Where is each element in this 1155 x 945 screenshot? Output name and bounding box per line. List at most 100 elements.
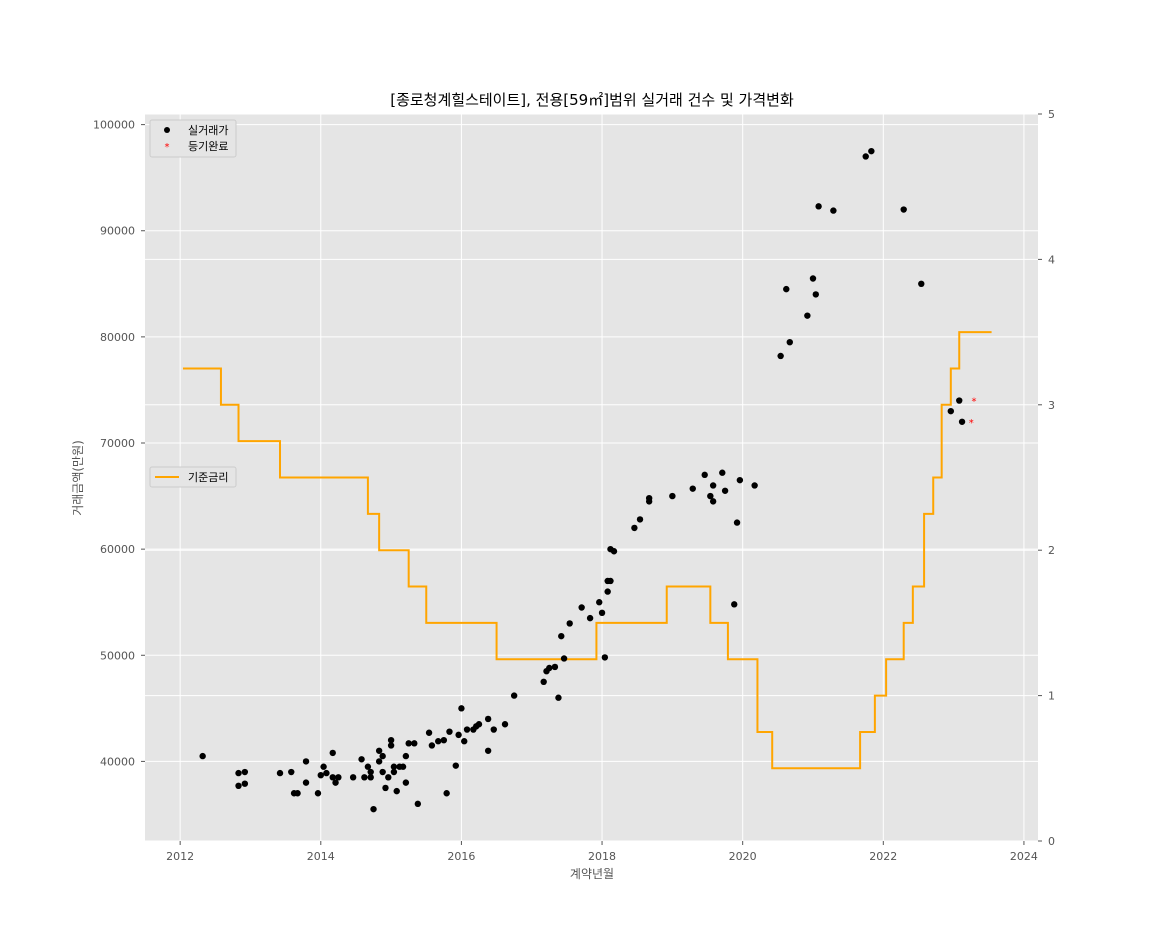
x-tick-label: 2016 [447, 850, 475, 863]
price-point [446, 728, 453, 735]
y2-tick-label: 4 [1048, 253, 1055, 266]
price-point [721, 487, 729, 494]
price-point [288, 768, 295, 776]
base-rate-step-line [182, 331, 992, 770]
price-point [812, 291, 820, 298]
price-point [199, 752, 206, 760]
price-point [701, 471, 708, 479]
price-point [719, 469, 726, 476]
price-point [463, 726, 471, 733]
price-point [405, 740, 412, 747]
plot-area [145, 114, 1038, 841]
price-point [551, 663, 559, 671]
registered-point: * [969, 418, 974, 429]
price-point [947, 407, 955, 415]
price-point [707, 492, 714, 500]
price-point [804, 312, 811, 319]
price-point [329, 774, 336, 781]
price-point [393, 787, 400, 795]
price-point [510, 692, 518, 699]
registered-point: * [972, 397, 977, 408]
legend-star-icon: * [165, 142, 170, 153]
legend-mid: 기준금리 [149, 466, 237, 488]
price-point [815, 203, 822, 210]
price-point [399, 763, 407, 770]
price-point [414, 800, 422, 808]
price-point [645, 494, 653, 502]
price-point [689, 485, 696, 492]
price-point [546, 664, 553, 672]
price-point [235, 782, 242, 790]
y-tick-label: 80000 [100, 331, 135, 344]
legend-mid-box [149, 466, 237, 488]
price-point [323, 769, 330, 777]
y-tick-label: 40000 [100, 755, 135, 768]
price-point [294, 790, 301, 797]
price-point [387, 742, 395, 749]
price-point [809, 275, 817, 282]
legend-top: 실거래가 * 등기완료 [149, 119, 237, 158]
price-point [440, 736, 448, 744]
x-tick-label: 2022 [869, 850, 897, 863]
y-tick-label: 90000 [100, 225, 135, 238]
x-tick-label: 2012 [166, 850, 194, 863]
price-point [731, 601, 738, 608]
price-point [958, 418, 966, 425]
legend-label-rate: 기준금리 [188, 471, 228, 484]
price-point [560, 655, 568, 662]
price-point [320, 763, 327, 770]
price-point [475, 721, 483, 728]
registered-points: ** [969, 397, 977, 429]
price-point [364, 763, 372, 770]
price-point [490, 726, 497, 733]
price-point [918, 280, 925, 288]
price-point [777, 352, 784, 360]
price-point [425, 729, 433, 736]
price-point [709, 498, 717, 505]
price-point [669, 492, 676, 500]
price-point [452, 762, 459, 769]
price-point [636, 516, 644, 523]
price-point [783, 285, 790, 293]
price-point [367, 768, 374, 776]
y-tick-label: 60000 [100, 543, 135, 556]
price-point [387, 736, 395, 744]
price-point [501, 721, 509, 728]
price-point [379, 752, 386, 760]
price-point [601, 654, 609, 661]
price-point [455, 731, 462, 739]
price-points [199, 147, 966, 813]
price-point [358, 756, 365, 763]
x-tick-label: 2024 [1010, 850, 1038, 863]
price-point [598, 609, 606, 617]
price-point [604, 588, 611, 595]
x-tick-label: 2020 [729, 850, 757, 863]
y-tick-label: 100000 [93, 119, 135, 132]
price-point [235, 769, 242, 777]
x-tick-label: 2018 [588, 850, 616, 863]
price-point [241, 768, 249, 776]
price-point [241, 780, 249, 787]
price-point [736, 476, 744, 484]
price-point [329, 749, 336, 757]
price-point [402, 752, 410, 760]
y2-tick-label: 1 [1048, 690, 1055, 703]
y2-tick-label: 2 [1048, 544, 1055, 557]
price-point [868, 147, 875, 155]
price-point [862, 153, 869, 160]
price-point [428, 742, 436, 749]
y-axis-label: 거래금액(만원) [71, 440, 85, 516]
price-point [956, 397, 963, 404]
y-tick-label: 70000 [100, 437, 135, 450]
price-point [443, 790, 450, 797]
grid-lines [145, 113, 1038, 842]
base-rate-line [182, 331, 992, 770]
price-point [314, 790, 322, 797]
price-point [830, 207, 837, 214]
price-point [375, 758, 383, 765]
price-point [578, 604, 585, 611]
price-point [607, 577, 614, 585]
price-point [484, 715, 492, 723]
legend-dot-icon [164, 127, 170, 133]
price-point [370, 805, 377, 813]
